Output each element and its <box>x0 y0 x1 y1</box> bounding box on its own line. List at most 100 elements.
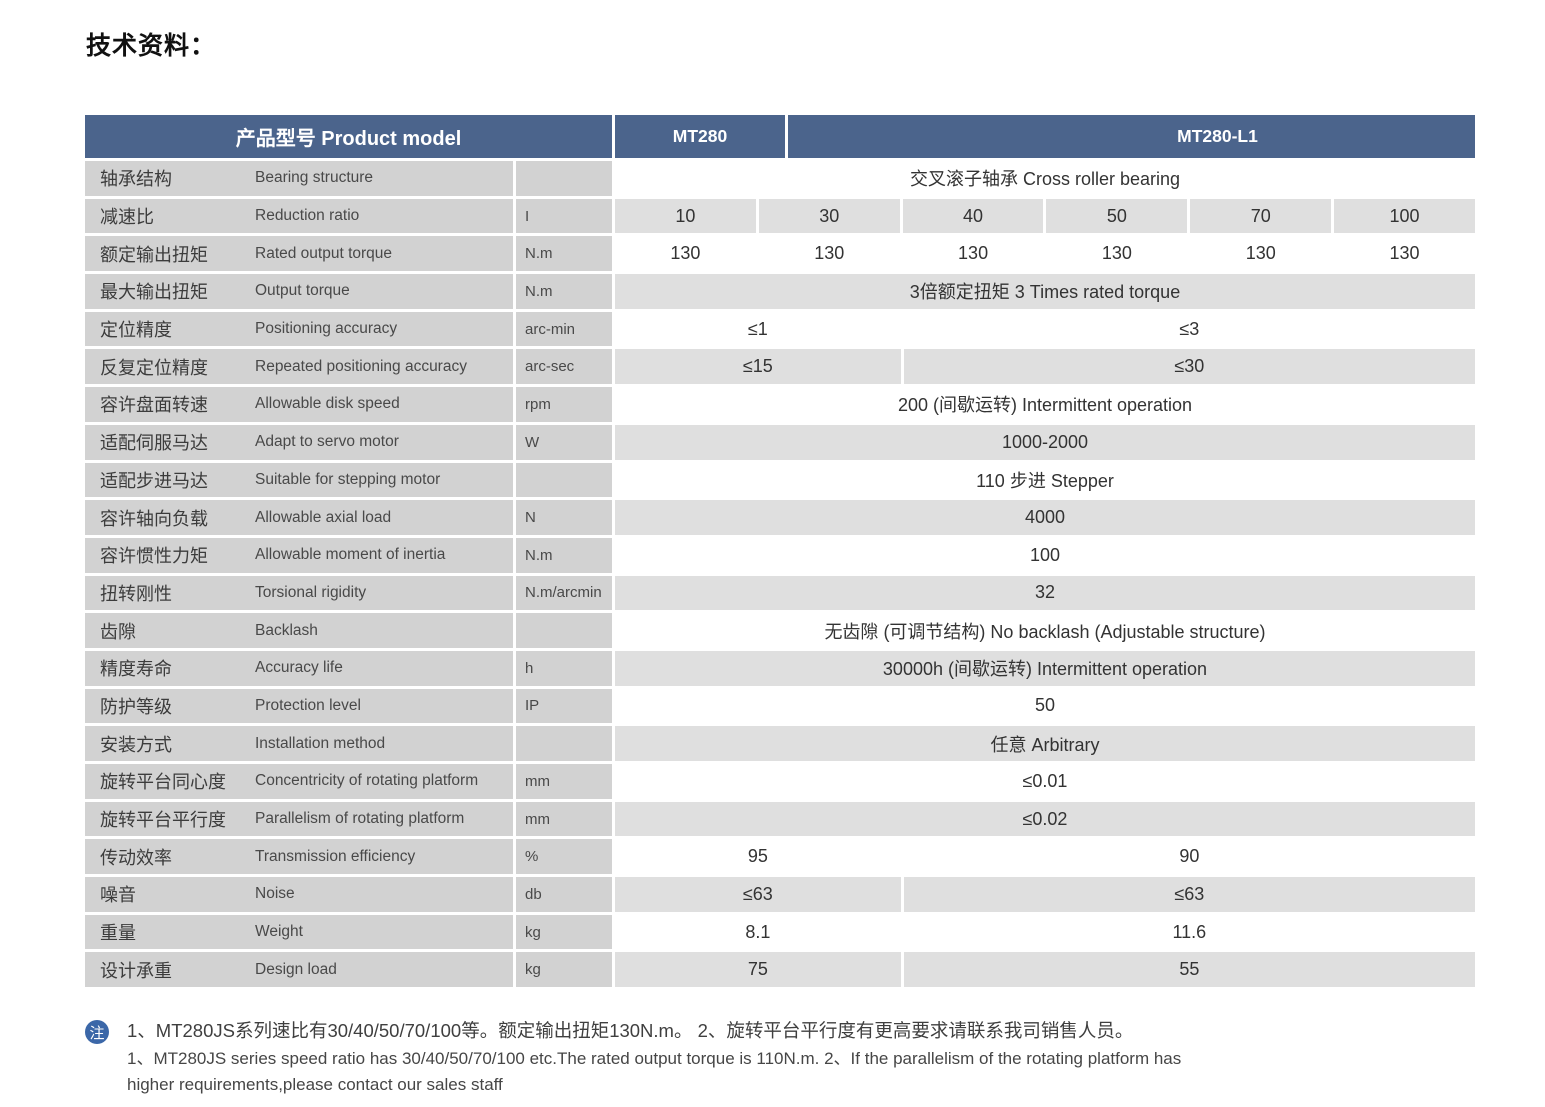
spec-row: 容许惯性力矩 Allowable moment of inertia N.m 100 <box>85 537 1475 573</box>
spec-label-cell: 旋转平台同心度 Concentricity of rotating platfor… <box>85 764 513 799</box>
spec-label-en: Output torque <box>255 282 350 300</box>
spec-unit-cell: N <box>516 500 612 535</box>
spec-label-en: Backlash <box>255 621 318 639</box>
spec-label-zh: 安装方式 <box>100 734 172 755</box>
spec-label-zh: 扭转刚性 <box>100 583 172 604</box>
spec-value-cell: 任意 Arbitrary <box>615 726 1475 761</box>
spec-table-header: 产品型号 Product model MT280 MT280-L1 <box>85 115 1475 158</box>
spec-label-zh: 齿隙 <box>100 621 136 642</box>
spec-row: 传动效率 Transmission efficiency% 95 90 <box>85 839 1475 875</box>
spec-value-cell: 8.1 <box>615 914 901 950</box>
spec-value-cells: 8.1 11.6 <box>615 914 1475 950</box>
spec-label-cell: 适配步进马达 Suitable for stepping motor <box>85 462 513 498</box>
spec-unit-cell <box>516 613 612 648</box>
header-product-model: 产品型号 Product model <box>85 115 612 158</box>
spec-value-cell: 130 <box>1046 236 1188 272</box>
spec-row: 旋转平台同心度 Concentricity of rotating platfor… <box>85 764 1475 799</box>
spec-label-en: Bearing structure <box>255 169 374 187</box>
spec-label-en: Installation method <box>255 734 386 752</box>
spec-label-cell: 防护等级 Protection level <box>85 688 513 724</box>
spec-value-cell: 130 <box>758 236 900 272</box>
spec-row: 旋转平台平行度 Parallelism of rotating platform m… <box>85 801 1475 837</box>
footnote-line-en-1: 1、MT280JS series speed ratio has 30/40/5… <box>127 1049 1182 1068</box>
spec-row: 噪音 Noise db ≤63 ≤63 <box>85 877 1475 912</box>
spec-value-cell: 3倍额定扭矩 3 Times rated torque <box>615 274 1475 309</box>
spec-row: 反复定位精度 Repeated positioning accuracy arc-s… <box>85 349 1475 385</box>
spec-label-zh: 传动效率 <box>100 847 172 868</box>
spec-value-cells: 1000-2000 <box>615 424 1475 460</box>
spec-unit-cell: N.m <box>516 274 612 309</box>
spec-label-en: Allowable moment of inertia <box>255 546 446 564</box>
spec-value-cell: 130 <box>1334 236 1475 272</box>
spec-value-cell: ≤0.01 <box>615 764 1475 799</box>
spec-label-zh: 噪音 <box>100 885 136 906</box>
spec-label-en: Parallelism of rotating platform <box>255 810 465 828</box>
spec-label-cell: 精度寿命 Accuracy life <box>85 650 513 686</box>
spec-label-zh: 最大输出扭矩 <box>100 282 208 303</box>
spec-table: 产品型号 Product model MT280 MT280-L1 轴承结构 Be… <box>85 115 1475 988</box>
spec-value-cell: 130 <box>902 236 1044 272</box>
spec-row: 齿隙 Backlash 无齿隙 (可调节结构) No backlash (Adjus… <box>85 613 1475 648</box>
spec-label-cell: 适配伺服马达 Adapt to servo motor <box>85 424 513 460</box>
spec-value-cells: 95 90 <box>615 839 1475 875</box>
spec-value-cells: ≤1 ≤3 <box>615 311 1475 347</box>
spec-label-zh: 旋转平台平行度 <box>100 810 226 831</box>
page-title: 技术资料： <box>86 33 217 60</box>
spec-unit-cell: W <box>516 424 612 460</box>
spec-unit-cell: mm <box>516 764 612 799</box>
spec-unit-cell: kg <box>516 952 612 988</box>
spec-value-cell: 95 <box>615 839 901 875</box>
spec-value-cells: ≤0.02 <box>615 801 1475 837</box>
spec-label-cell: 扭转刚性 Torsional rigidity <box>85 575 513 611</box>
spec-unit-cell: db <box>516 877 612 912</box>
spec-label-zh: 容许惯性力矩 <box>100 546 208 567</box>
spec-row: 安装方式 Installation method 任意 Arbitrary <box>85 726 1475 761</box>
spec-label-zh: 额定输出扭矩 <box>100 244 208 265</box>
spec-label-zh: 减速比 <box>100 207 154 228</box>
spec-row: 减速比 Reduction ratio I 10 30 40 50 70 100 <box>85 198 1475 234</box>
spec-label-en: Allowable disk speed <box>255 395 400 413</box>
spec-value-cell: 50 <box>1046 198 1188 234</box>
spec-label-en: Rated output torque <box>255 244 393 262</box>
spec-label-zh: 适配步进马达 <box>100 470 208 491</box>
footnote-line-en-2: higher requirements,please contact our s… <box>127 1075 503 1094</box>
spec-value-cell: 70 <box>1190 198 1332 234</box>
spec-row: 设计承重 Design load kg 75 55 <box>85 952 1475 988</box>
spec-value-cell: 30000h (间歇运转) Intermittent operation <box>615 650 1475 686</box>
header-model-mt280-l1: MT280-L1 <box>788 115 1475 158</box>
spec-value-cells: 50 <box>615 688 1475 724</box>
spec-unit-cell: IP <box>516 688 612 724</box>
spec-value-cell: 50 <box>615 688 1475 724</box>
spec-value-cell: 130 <box>1190 236 1332 272</box>
spec-row: 扭转刚性 Torsional rigidity N.m/arcmin 32 <box>85 575 1475 611</box>
spec-value-cells: 100 <box>615 537 1475 573</box>
spec-unit-cell: kg <box>516 914 612 950</box>
spec-value-cell: ≤3 <box>903 311 1475 347</box>
spec-label-zh: 定位精度 <box>100 320 172 341</box>
spec-table-body: 轴承结构 Bearing structure 交叉滚子轴承 Cross roller… <box>85 161 1475 988</box>
spec-label-en: Positioning accuracy <box>255 320 398 338</box>
spec-label-cell: 齿隙 Backlash <box>85 613 513 648</box>
footnote: 注 1、MT280JS系列速比有30/40/50/70/100等。额定输出扭矩1… <box>85 1016 1345 1098</box>
spec-value-cell: 30 <box>758 198 900 234</box>
spec-label-zh: 旋转平台同心度 <box>100 772 226 793</box>
spec-label-zh: 设计承重 <box>100 960 172 981</box>
spec-unit-cell: N.m/arcmin <box>516 575 612 611</box>
spec-value-cells: 110 步进 Stepper <box>615 462 1475 498</box>
spec-unit-cell: N.m <box>516 537 612 573</box>
spec-label-en: Noise <box>255 885 295 903</box>
spec-value-cell: 200 (间歇运转) Intermittent operation <box>615 387 1475 422</box>
spec-row: 防护等级 Protection level IP 50 <box>85 688 1475 724</box>
spec-unit-cell: arc-min <box>516 311 612 347</box>
spec-label-en: Torsional rigidity <box>255 583 367 601</box>
spec-label-cell: 定位精度 Positioning accuracy <box>85 311 513 347</box>
spec-value-cell: 1000-2000 <box>615 424 1475 460</box>
spec-label-cell: 旋转平台平行度 Parallelism of rotating platform <box>85 801 513 837</box>
spec-row: 适配伺服马达 Adapt to servo motor W 1000-2000 <box>85 424 1475 460</box>
spec-unit-cell: rpm <box>516 387 612 422</box>
spec-label-cell: 额定输出扭矩 Rated output torque <box>85 236 513 272</box>
spec-value-cells: 任意 Arbitrary <box>615 726 1475 761</box>
spec-value-cell: 75 <box>615 952 901 988</box>
spec-label-en: Transmission efficiency <box>255 847 416 865</box>
footnote-line-zh: 1、MT280JS系列速比有30/40/50/70/100等。额定输出扭矩130… <box>127 1020 1134 1041</box>
